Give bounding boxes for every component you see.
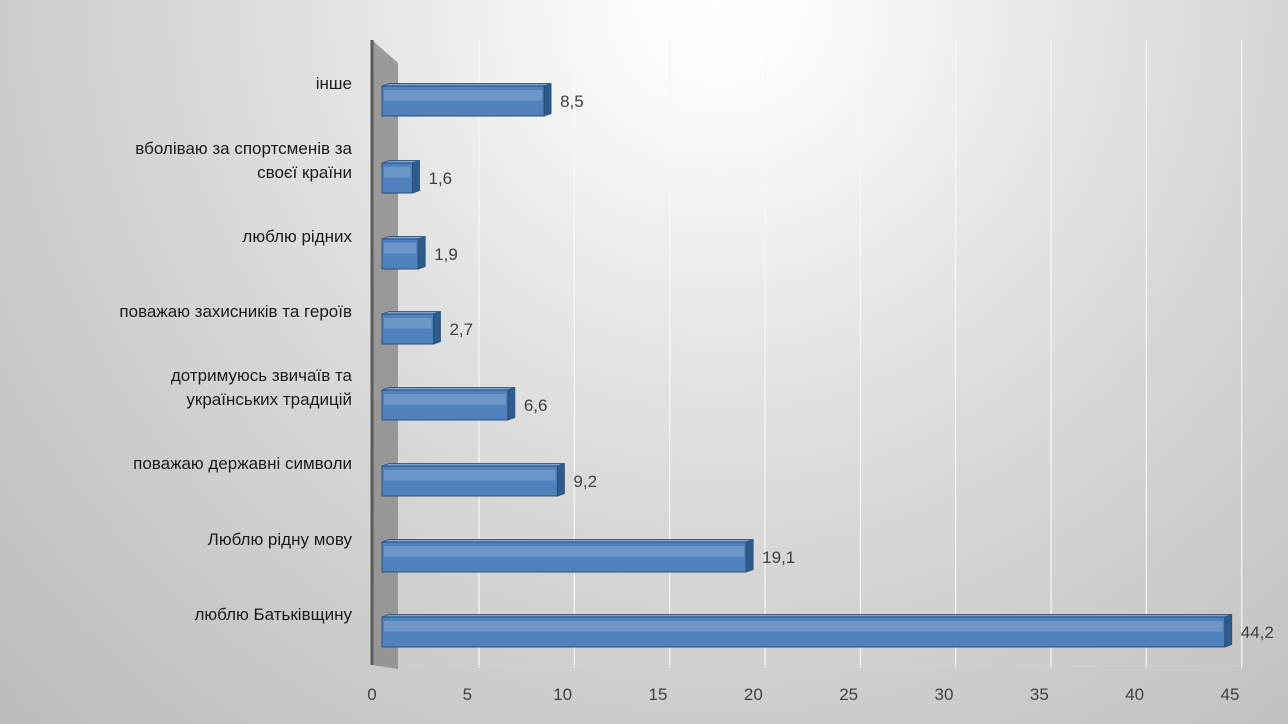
data-label: 9,2 bbox=[573, 472, 597, 491]
x-tick-label: 35 bbox=[1030, 685, 1049, 704]
bar-highlight bbox=[384, 546, 745, 557]
bar bbox=[381, 616, 1226, 648]
bar-end bbox=[412, 159, 420, 194]
category-label-line: Люблю рідну мову bbox=[208, 530, 353, 549]
x-tick-label: 30 bbox=[935, 685, 954, 704]
category-label-line: інше bbox=[316, 74, 352, 93]
data-label: 44,2 bbox=[1241, 623, 1274, 642]
bar-highlight bbox=[384, 394, 506, 405]
data-label: 8,5 bbox=[560, 92, 584, 111]
bar-end bbox=[433, 310, 441, 345]
bar-highlight bbox=[384, 621, 1223, 632]
x-tick-label: 10 bbox=[553, 685, 572, 704]
category-label: вболіваю за спортсменів за своєї країни bbox=[135, 139, 352, 182]
x-tick-label: 25 bbox=[839, 685, 858, 704]
x-tick-label: 0 bbox=[367, 685, 376, 704]
bar-highlight bbox=[384, 470, 556, 481]
x-tick-label: 40 bbox=[1125, 685, 1144, 704]
category-label-line: поважаю захисників та героїв bbox=[119, 302, 352, 321]
bar bbox=[381, 162, 414, 194]
category-label: дотримуюсь звичаїв та українських традиці… bbox=[171, 366, 353, 409]
bar-end bbox=[507, 386, 516, 421]
data-label: 2,7 bbox=[449, 320, 473, 339]
category-label-line: українських традицій bbox=[186, 390, 352, 409]
bar bbox=[381, 465, 558, 497]
bar-end bbox=[417, 235, 426, 270]
category-label-line: вболіваю за спортсменів за bbox=[135, 139, 352, 158]
data-label: 1,9 bbox=[434, 245, 458, 264]
category-label: люблю рідних bbox=[242, 227, 352, 246]
bar-end bbox=[543, 82, 552, 117]
bar bbox=[381, 85, 545, 117]
category-label-line: люблю рідних bbox=[242, 227, 352, 246]
bar bbox=[381, 313, 434, 345]
category-label: поважаю державні символи bbox=[133, 454, 352, 473]
data-label: 6,6 bbox=[524, 396, 548, 415]
side-wall bbox=[372, 40, 398, 669]
bar-highlight bbox=[384, 243, 417, 254]
category-label-line: поважаю державні символи bbox=[133, 454, 352, 473]
category-label-line: своєї країни bbox=[257, 163, 352, 182]
data-label: 19,1 bbox=[762, 548, 795, 567]
x-tick-label: 5 bbox=[463, 685, 472, 704]
category-label: інше bbox=[316, 74, 352, 93]
bar-end bbox=[557, 462, 565, 497]
bar bbox=[381, 389, 509, 421]
category-label: люблю Батьківщину bbox=[194, 605, 352, 624]
bar-highlight bbox=[384, 90, 543, 101]
category-label: поважаю захисників та героїв bbox=[119, 302, 352, 321]
category-label: Люблю рідну мову bbox=[208, 530, 353, 549]
bar bbox=[381, 541, 747, 573]
x-tick-label: 15 bbox=[649, 685, 668, 704]
x-tick-label: 45 bbox=[1221, 685, 1240, 704]
data-label: 1,6 bbox=[429, 169, 453, 188]
bar-end bbox=[1224, 613, 1233, 648]
x-tick-label: 20 bbox=[744, 685, 763, 704]
bar-end bbox=[745, 538, 754, 573]
category-label-line: люблю Батьківщину bbox=[194, 605, 352, 624]
bar-highlight bbox=[384, 167, 411, 178]
category-label-line: дотримуюсь звичаїв та bbox=[171, 366, 353, 385]
bar-highlight bbox=[384, 318, 432, 329]
